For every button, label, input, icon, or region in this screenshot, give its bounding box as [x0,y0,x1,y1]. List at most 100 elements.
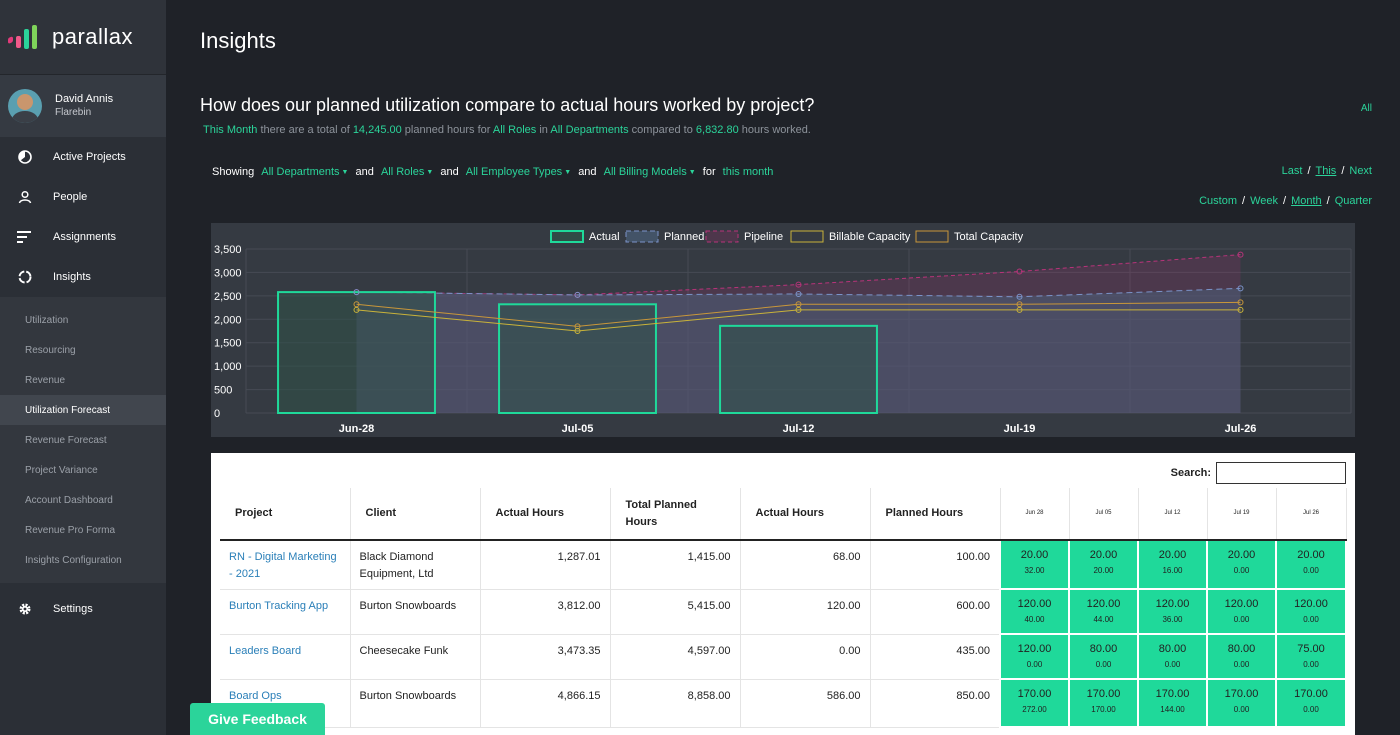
dropdown-label: All Employee Types [465,166,563,178]
nav-label: Settings [53,603,93,615]
week-cell[interactable]: 170.00 0.00 [1206,678,1277,728]
week-cell[interactable]: 20.00 16.00 [1137,539,1208,590]
nav-item-assignments[interactable]: Assignments [0,217,166,257]
custom-link[interactable]: Custom [1199,195,1238,207]
project-link[interactable]: Leaders Board [229,644,302,657]
project-link[interactable]: RN - Digital Marketing - 2021 [229,551,337,580]
billable-capacity-point [795,306,802,313]
report-question: How does our planned utilization compare… [200,95,815,115]
column-header[interactable]: Client [350,488,481,541]
planned-cell: 100.00 [870,540,1001,590]
week-cell[interactable]: 170.00 170.00 [1068,678,1139,728]
nav-item-people[interactable]: People [0,177,166,217]
next-link[interactable]: Next [1349,165,1372,177]
week-cell[interactable]: 120.00 36.00 [1137,588,1208,635]
separator: / [1326,195,1330,207]
search-input[interactable] [1216,462,1346,484]
subnav-item-utilization[interactable]: Utilization [25,314,69,326]
subnav-item-insights-configuration[interactable]: Insights Configuration [25,554,122,566]
employee-types-dropdown[interactable]: All Employee Types ▼ [466,166,571,178]
planned-line [356,287,1241,298]
y-tick-label: 3,500 [214,244,242,256]
project-link[interactable]: Burton Tracking App [229,599,329,612]
week-cell[interactable]: 120.00 44.00 [1068,588,1139,635]
separator: / [1341,165,1345,177]
planned-point [795,290,802,297]
actual-total-cell: 3,473.35 [480,634,611,680]
week-actual-value: 16.00 [1162,566,1183,575]
week-cell[interactable]: 20.00 0.00 [1206,539,1277,590]
week-cell[interactable]: 120.00 0.00 [1206,588,1277,635]
brand[interactable]: parallax [0,0,166,75]
all-link[interactable]: All [1360,103,1372,114]
filter-bar: Showing All Departments ▼ and All Roles ▼ … [212,166,777,178]
week-cell[interactable]: 120.00 40.00 [999,588,1070,635]
week-cell[interactable]: 20.00 0.00 [1275,539,1347,590]
week-cell[interactable]: 75.00 0.00 [1275,633,1347,680]
last-link[interactable]: Last [1281,165,1303,177]
column-header[interactable]: Project [220,488,351,541]
give-feedback-button[interactable]: Give Feedback [190,703,325,735]
column-header[interactable]: Planned Hours [870,488,1001,541]
month-link[interactable]: Month [1291,195,1322,207]
departments-dropdown[interactable]: All Departments ▼ [261,166,348,178]
week-actual-value: 36.00 [1162,615,1183,624]
legend-swatch [550,230,584,243]
week-cell[interactable]: 170.00 144.00 [1137,678,1208,728]
week-cell[interactable]: 120.00 0.00 [999,633,1070,680]
subnav-item-utilization-forecast[interactable]: Utilization Forecast [0,395,166,425]
filter-text: and [578,166,597,178]
nav-item-active-projects[interactable]: Active Projects [0,137,166,177]
week-column-header[interactable]: Jul 12 [1138,488,1208,541]
week-column-header[interactable]: Jul 26 [1276,488,1347,541]
brand-name: parallax [52,24,134,49]
subnav-item-revenue-forecast[interactable]: Revenue Forecast [25,434,107,446]
nav-item-insights[interactable]: Insights [0,257,166,297]
week-column-header[interactable]: Jun 28 [1000,488,1070,541]
summary-planned-hours: 14,245.00 [352,124,402,136]
caret-down-icon: ▼ [564,168,572,176]
nav-item-settings[interactable]: Settings [0,589,166,629]
summary-roles[interactable]: All Roles [492,124,537,136]
week-cell[interactable]: 80.00 0.00 [1068,633,1139,680]
week-cell[interactable]: 20.00 32.00 [999,539,1070,590]
week-actual-value: 0.00 [1233,615,1250,624]
billable-capacity-point [574,328,581,334]
week-column-header[interactable]: Jul 05 [1069,488,1139,541]
quarter-link[interactable]: Quarter [1334,195,1372,207]
week-cell[interactable]: 170.00 0.00 [1275,678,1347,728]
summary-departments[interactable]: All Departments [550,124,629,136]
roles-dropdown[interactable]: All Roles ▼ [381,166,433,178]
week-planned-value: 20.00 [1089,549,1118,561]
column-header[interactable]: Actual Hours [480,488,611,541]
week-actual-value: 0.00 [1026,660,1043,669]
subnav-item-revenue[interactable]: Revenue [25,374,66,386]
summary-period[interactable]: This Month [203,124,258,136]
column-header[interactable]: Total Planned Hours [610,488,741,541]
nav-label: Insights [53,271,91,283]
column-header[interactable]: Actual Hours [740,488,871,541]
week-planned-value: 80.00 [1158,643,1187,655]
week-cell[interactable]: 20.00 20.00 [1068,539,1139,590]
project-link[interactable]: Board Ops [229,689,282,702]
week-cell[interactable]: 170.00 272.00 [999,678,1070,728]
subnav-item-resourcing[interactable]: Resourcing [25,344,76,356]
period-filter[interactable]: this month [722,166,774,178]
week-link[interactable]: Week [1250,195,1278,207]
this-link[interactable]: This [1315,165,1337,177]
total-capacity-point [353,301,360,308]
week-column-header[interactable]: Jul 19 [1207,488,1277,541]
subnav-item-revenue-pro-forma[interactable]: Revenue Pro Forma [25,524,116,536]
subnav-item-project-variance[interactable]: Project Variance [25,464,98,476]
week-cell[interactable]: 120.00 0.00 [1275,588,1347,635]
subnav-item-account-dashboard[interactable]: Account Dashboard [25,494,113,506]
week-cell[interactable]: 80.00 0.00 [1137,633,1208,680]
user-org: Flarebin [55,107,92,118]
project-cell: RN - Digital Marketing - 2021 [220,540,351,590]
table-row: Board Ops Burton Snowboards 4,866.15 8,858.… [220,678,1347,728]
week-actual-value: 32.00 [1024,566,1045,575]
week-cell[interactable]: 80.00 0.00 [1206,633,1277,680]
billing-models-dropdown[interactable]: All Billing Models ▼ [604,166,696,178]
user-profile[interactable]: David Annis Flarebin [0,75,166,137]
week-planned-value: 120.00 [1086,598,1121,610]
